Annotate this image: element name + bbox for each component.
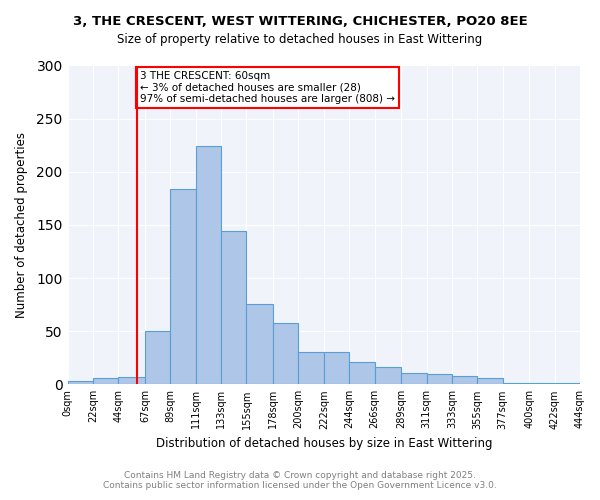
Bar [196,146,221,384]
Bar [118,377,145,384]
Bar [298,352,324,384]
Text: Contains HM Land Registry data © Crown copyright and database right 2025.
Contai: Contains HM Land Registry data © Crown c… [103,470,497,490]
Bar [401,372,427,384]
Bar [349,362,374,384]
Bar [427,374,452,384]
Text: 3, THE CRESCENT, WEST WITTERING, CHICHESTER, PO20 8EE: 3, THE CRESCENT, WEST WITTERING, CHICHES… [73,15,527,28]
Bar [221,232,247,384]
Bar [580,382,600,384]
Bar [503,383,529,384]
Bar [247,304,273,384]
Bar [145,331,170,384]
Bar [324,352,349,384]
Bar [554,383,580,384]
Bar [68,381,93,384]
Bar [452,376,477,384]
Bar [273,322,298,384]
Text: Size of property relative to detached houses in East Wittering: Size of property relative to detached ho… [118,32,482,46]
Bar [477,378,503,384]
Text: 3 THE CRESCENT: 60sqm
← 3% of detached houses are smaller (28)
97% of semi-detac: 3 THE CRESCENT: 60sqm ← 3% of detached h… [140,71,395,104]
Bar [529,383,554,384]
Bar [170,189,196,384]
Y-axis label: Number of detached properties: Number of detached properties [15,132,28,318]
Bar [374,368,401,384]
X-axis label: Distribution of detached houses by size in East Wittering: Distribution of detached houses by size … [155,437,492,450]
Bar [93,378,118,384]
